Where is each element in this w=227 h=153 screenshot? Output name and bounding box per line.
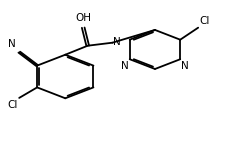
Text: N: N (114, 37, 121, 47)
Text: N: N (8, 39, 16, 49)
Text: OH: OH (75, 13, 91, 23)
Text: N: N (121, 61, 129, 71)
Text: Cl: Cl (8, 100, 18, 110)
Text: N: N (181, 61, 189, 71)
Text: Cl: Cl (199, 16, 210, 26)
